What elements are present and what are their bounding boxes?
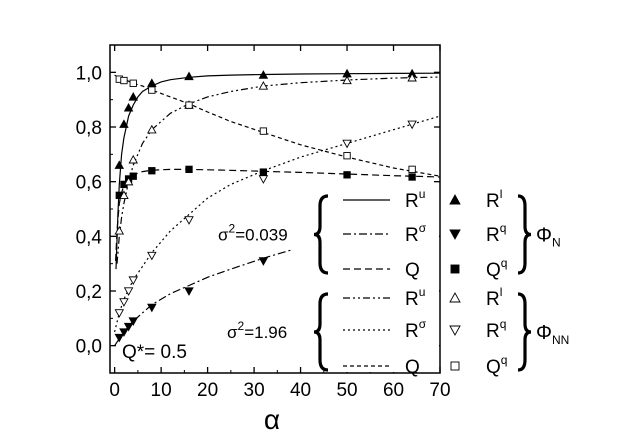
group-left-brace xyxy=(313,194,329,275)
y-tick-label: 1,0 xyxy=(76,63,102,84)
x-tick-label: 60 xyxy=(383,380,404,401)
marker-triangle-down xyxy=(258,257,269,266)
x-tick-label: 50 xyxy=(336,380,357,401)
y-tick-label: 0,2 xyxy=(76,282,102,303)
marker-triangle-up xyxy=(123,176,134,186)
marker-triangle-up xyxy=(147,78,157,87)
marker-triangle-up xyxy=(258,70,269,79)
marker-triangle-down xyxy=(147,251,157,261)
marker-triangle-down xyxy=(449,325,461,336)
marker-triangle-up xyxy=(123,102,134,112)
marker-triangle-up xyxy=(119,190,129,199)
marker-square xyxy=(148,167,156,175)
marker-square xyxy=(343,152,351,160)
marker-triangle-down xyxy=(147,303,157,313)
marker-triangle-up xyxy=(147,124,157,134)
x-tick-label: 20 xyxy=(197,380,218,401)
marker-triangle-down xyxy=(407,120,417,130)
marker-triangle-down xyxy=(114,333,125,343)
marker-square xyxy=(148,86,156,94)
marker-triangle-down xyxy=(342,139,352,149)
legend-curve-label: Q xyxy=(405,260,420,281)
marker-square xyxy=(450,361,460,371)
x-axis-label: α xyxy=(264,404,280,435)
marker-triangle-up xyxy=(114,225,125,235)
series-line xyxy=(115,72,440,270)
marker-square xyxy=(343,171,351,179)
x-tick-label: 70 xyxy=(429,380,450,401)
marker-triangle-down xyxy=(184,216,194,225)
marker-square xyxy=(185,165,193,174)
annotation-qstar: Q*= 0.5 xyxy=(122,342,187,363)
x-tick-label: 10 xyxy=(151,380,172,401)
marker-triangle-down xyxy=(114,309,125,318)
marker-triangle-down xyxy=(123,287,134,296)
markers-layer xyxy=(114,68,417,343)
marker-triangle-down xyxy=(258,175,269,184)
marker-triangle-up xyxy=(128,92,139,101)
marker-triangle-down xyxy=(123,322,134,332)
group-right-brace xyxy=(517,194,532,275)
marker-triangle-up xyxy=(407,72,417,82)
legend-marker-label: Rl xyxy=(486,187,502,212)
series-line xyxy=(116,76,440,264)
legend-curve-label: Q xyxy=(405,357,420,378)
marker-triangle-down xyxy=(128,317,139,326)
marker-square xyxy=(129,172,137,180)
x-tick-label: 0 xyxy=(109,380,120,401)
marker-triangle-up xyxy=(342,75,352,85)
legend-backdrop xyxy=(330,186,439,372)
group-right-brace xyxy=(517,292,532,372)
legend-marker-label: Qq xyxy=(486,256,507,281)
y-tick-label: 0,4 xyxy=(76,227,103,248)
marker-triangle-down xyxy=(128,276,139,285)
legend-marker-label: Rq xyxy=(486,221,506,246)
marker-triangle-up xyxy=(258,81,269,90)
x-tick-label: 40 xyxy=(290,380,311,401)
group-sigma-label: σ2=1.96 xyxy=(227,319,287,342)
marker-square xyxy=(408,165,416,174)
group-phi-label: ΦNN xyxy=(536,322,569,347)
marker-triangle-down xyxy=(119,298,129,307)
marker-triangle-up xyxy=(119,119,129,128)
marker-square xyxy=(185,101,193,109)
y-tick-label: 0,0 xyxy=(76,337,102,358)
legend-marker-label: Rq xyxy=(486,317,506,342)
marker-square xyxy=(408,173,416,181)
group-left-brace xyxy=(313,292,329,372)
group-sigma-label: σ2=0.039 xyxy=(218,222,288,245)
marker-square xyxy=(450,264,460,274)
marker-triangle-up xyxy=(184,71,194,81)
legend-marker-label: Qq xyxy=(486,353,507,378)
marker-square xyxy=(120,76,128,85)
marker-square xyxy=(129,79,137,87)
marker-triangle-up xyxy=(114,160,125,169)
group-phi-label: ΦN xyxy=(536,225,561,250)
marker-triangle-down xyxy=(184,287,194,296)
marker-square xyxy=(259,168,268,176)
marker-square xyxy=(259,127,268,135)
marker-triangle-up xyxy=(449,292,461,303)
marker-triangle-up xyxy=(449,194,461,205)
y-tick-label: 0,8 xyxy=(76,118,102,139)
x-tick-label: 30 xyxy=(244,380,265,401)
marker-triangle-down xyxy=(449,229,461,240)
series-line xyxy=(114,74,440,177)
legend-marker-label: Rl xyxy=(486,285,502,310)
y-tick-label: 0,6 xyxy=(76,173,102,194)
marker-triangle-down xyxy=(119,328,129,337)
marker-triangle-up xyxy=(128,154,139,164)
